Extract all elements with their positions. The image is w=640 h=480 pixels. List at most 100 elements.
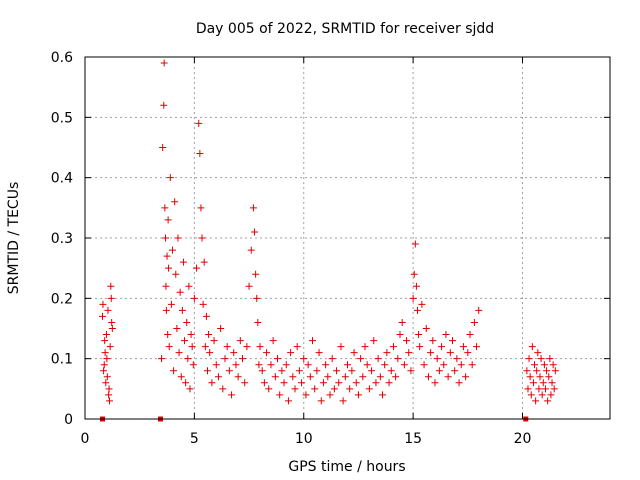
data-point <box>524 385 532 393</box>
data-point <box>427 349 435 357</box>
data-point <box>444 373 452 381</box>
data-point <box>221 355 229 363</box>
data-point <box>243 343 251 351</box>
data-point <box>190 294 198 302</box>
data-point <box>158 355 166 363</box>
data-point <box>171 198 179 206</box>
data-point <box>263 349 271 357</box>
data-point <box>175 349 183 357</box>
data-point <box>204 367 211 375</box>
data-point <box>311 385 319 393</box>
data-point <box>400 361 408 369</box>
data-point <box>387 367 395 375</box>
data-point <box>315 349 323 357</box>
data-point <box>166 174 174 182</box>
data-point <box>176 288 184 296</box>
data-point <box>186 385 194 393</box>
data-point <box>543 367 551 375</box>
data-point <box>302 391 310 399</box>
data-point <box>357 355 365 363</box>
data-point <box>457 361 465 369</box>
data-point <box>254 318 262 326</box>
data-point <box>306 373 314 381</box>
data-point <box>354 391 362 399</box>
data-point <box>183 318 191 326</box>
data-point <box>196 150 204 158</box>
data-point <box>181 337 189 345</box>
data-point <box>99 312 106 320</box>
data-point <box>280 379 288 387</box>
x-tick-label: 0 <box>81 431 90 447</box>
data-point <box>539 379 547 387</box>
data-point <box>208 379 216 387</box>
data-point <box>105 385 113 393</box>
data-point <box>410 270 418 278</box>
data-point <box>219 385 227 393</box>
data-point <box>212 361 220 369</box>
data-point <box>200 258 208 266</box>
data-point <box>538 391 546 399</box>
x-tick-label: 10 <box>295 431 313 447</box>
data-point <box>164 216 172 224</box>
data-point <box>475 306 483 314</box>
data-point <box>533 367 541 375</box>
data-point <box>547 391 555 399</box>
data-point <box>359 373 367 381</box>
y-tick-label: 0.1 <box>51 352 73 368</box>
data-point <box>352 379 360 387</box>
data-point <box>422 325 430 332</box>
data-point <box>304 361 312 369</box>
y-tick-label: 0.4 <box>51 171 73 187</box>
data-point <box>527 391 535 399</box>
x-axis: 0 5 10 15 20 <box>81 57 531 447</box>
data-point <box>177 373 185 381</box>
data-point <box>169 246 176 254</box>
chart-title: Day 005 of 2022, SRMTID for receiver sjd… <box>196 21 494 37</box>
data-point <box>383 349 391 357</box>
data-point <box>103 373 111 381</box>
data-point <box>201 343 209 351</box>
data-point <box>385 379 393 387</box>
data-point <box>525 355 533 363</box>
data-point <box>528 343 536 351</box>
data-point <box>223 343 231 351</box>
data-point <box>416 343 424 351</box>
data-point <box>162 234 169 242</box>
data-point <box>551 367 559 375</box>
data-point <box>101 337 109 345</box>
data-point <box>234 373 242 381</box>
data-point <box>328 355 336 363</box>
y-tick-label: 0.2 <box>51 291 73 307</box>
y-axis-label: SRMTID / TECUs <box>6 182 22 295</box>
data-point <box>278 367 286 375</box>
data-point <box>446 349 454 357</box>
data-point <box>368 367 376 375</box>
data-point <box>319 379 327 387</box>
data-point <box>431 379 439 387</box>
data-point <box>409 294 417 302</box>
data-point <box>188 343 196 351</box>
data-point <box>418 300 426 308</box>
data-point <box>379 391 386 399</box>
data-point <box>341 373 349 381</box>
data-point <box>381 361 389 369</box>
data-point <box>289 373 297 381</box>
data-point <box>376 373 384 381</box>
data-point <box>537 355 545 363</box>
data-point <box>541 385 549 393</box>
data-point <box>414 306 421 314</box>
data-point <box>197 204 205 212</box>
data-point <box>298 379 306 387</box>
data-point <box>247 246 255 254</box>
data-point <box>159 144 167 151</box>
data-point <box>412 282 420 290</box>
data-point <box>105 391 113 399</box>
data-point <box>185 282 193 290</box>
data-point <box>241 379 249 387</box>
data-point <box>438 343 446 351</box>
x-axis-label: GPS time / hours <box>288 459 405 475</box>
data-point <box>232 361 240 369</box>
data-point <box>326 391 334 399</box>
data-point <box>161 204 169 212</box>
data-point <box>255 361 263 369</box>
